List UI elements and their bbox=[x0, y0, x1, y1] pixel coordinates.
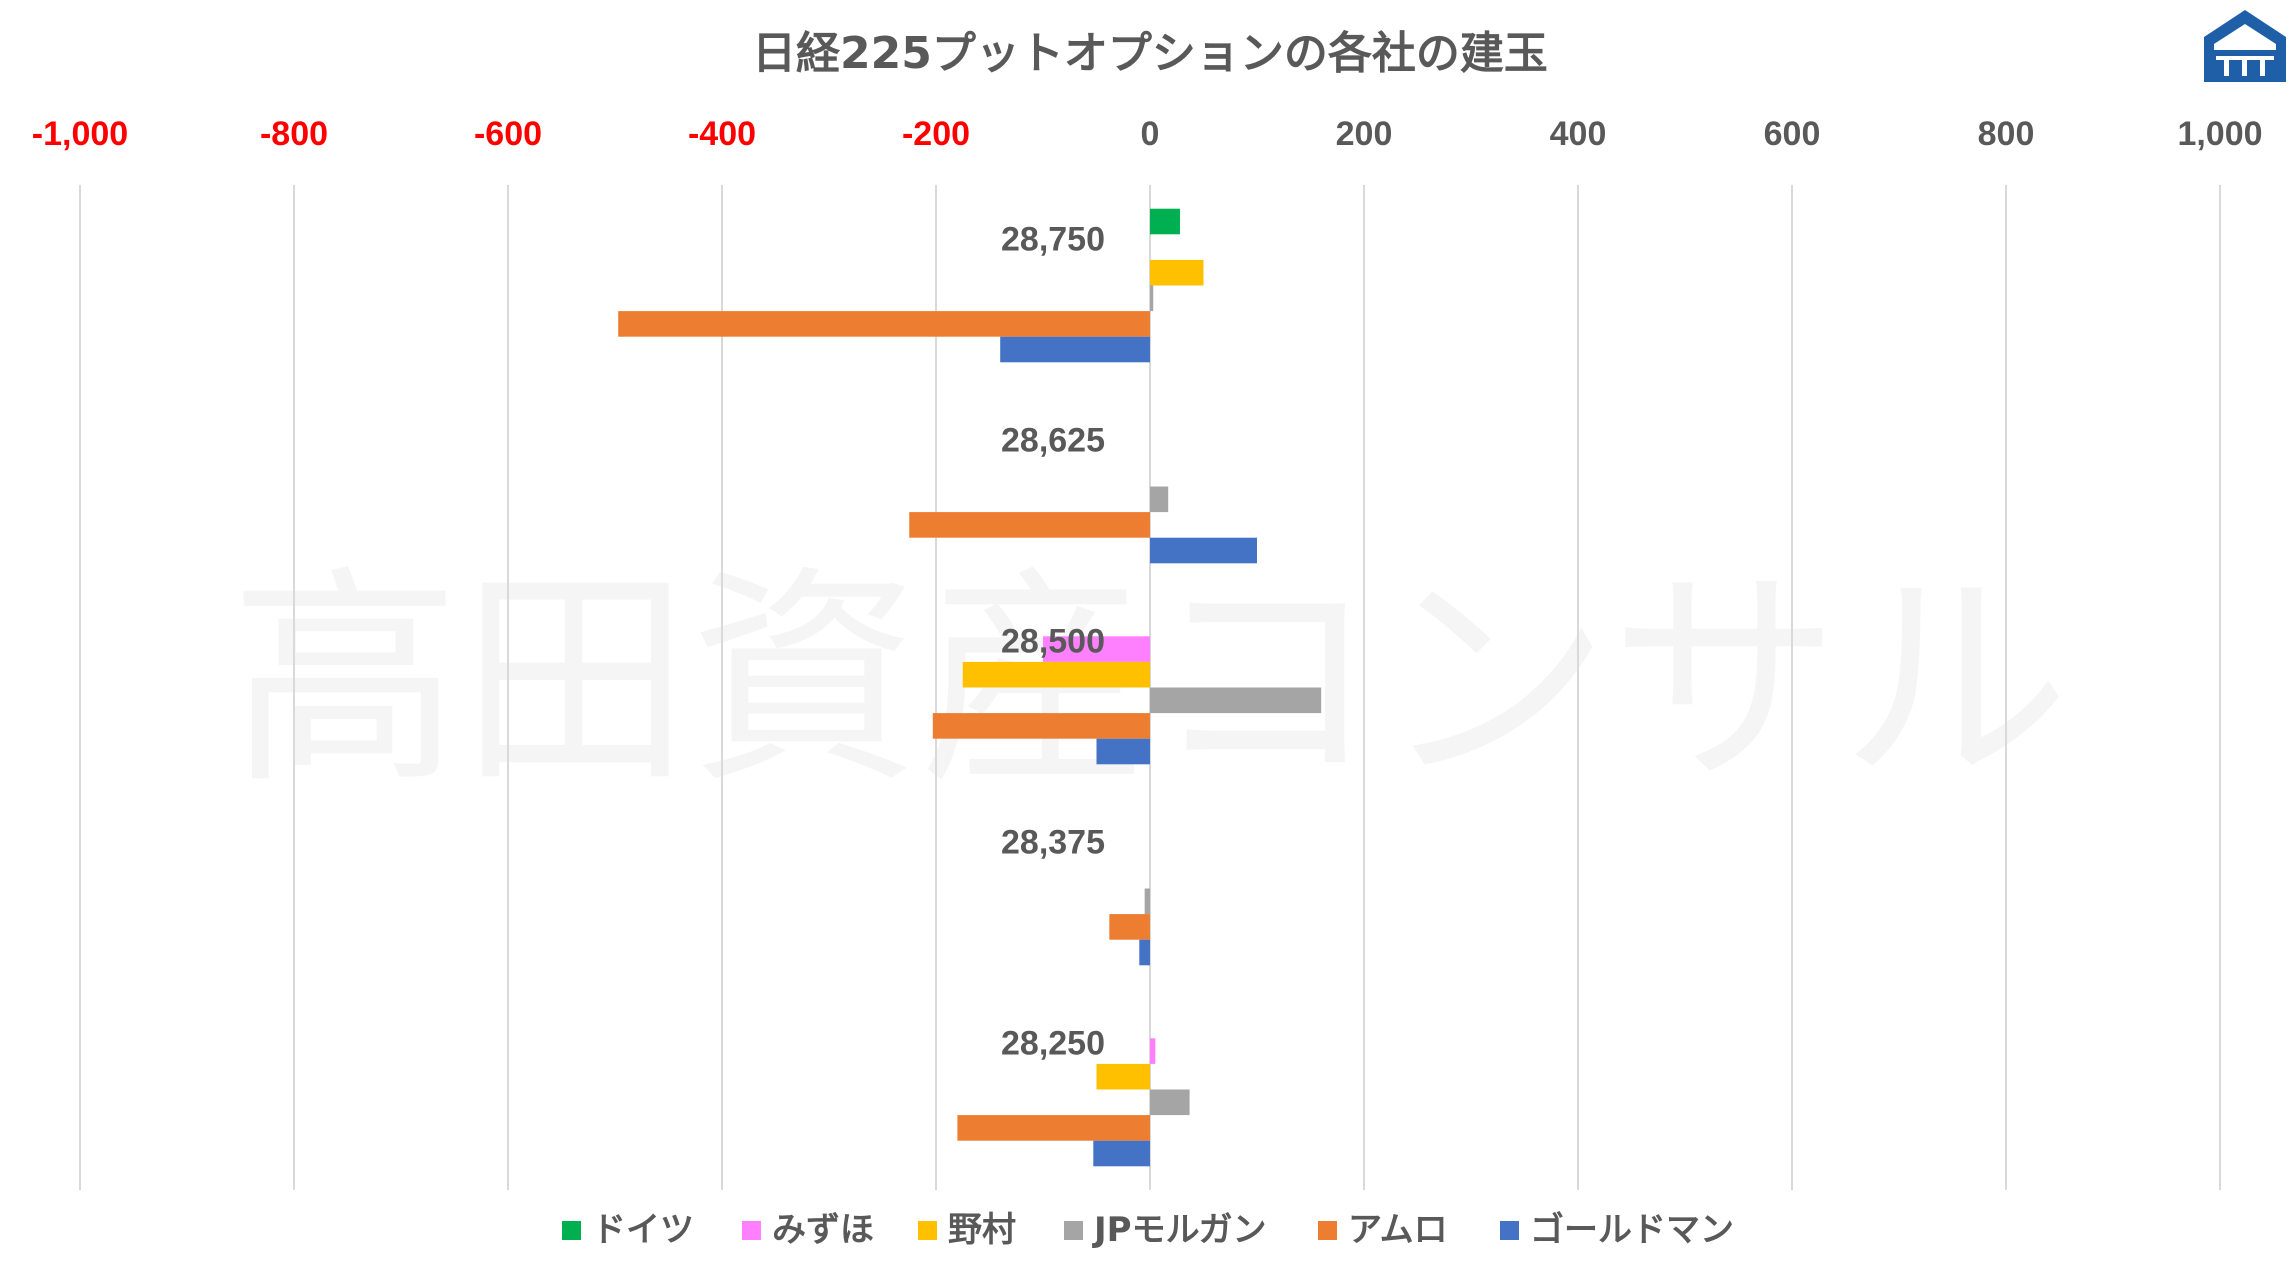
x-tick-label: 1,000 bbox=[2177, 115, 2262, 153]
category-label: 28,500 bbox=[1001, 623, 1105, 661]
legend-item: ドイツ bbox=[562, 1210, 694, 1250]
x-tick-label: -600 bbox=[474, 115, 542, 153]
legend-swatch bbox=[562, 1221, 581, 1240]
bar-0-0 bbox=[1150, 208, 1180, 235]
legend-swatch bbox=[918, 1221, 937, 1240]
x-tick-label: 0 bbox=[1141, 115, 1160, 153]
bar-1-2 bbox=[1043, 636, 1150, 662]
bar-4-4 bbox=[957, 1115, 1150, 1141]
x-tick-label: 200 bbox=[1336, 115, 1393, 153]
legend-label: ドイツ bbox=[592, 1210, 694, 1250]
legend-item: アムロ bbox=[1318, 1210, 1448, 1250]
bar-4-1 bbox=[909, 512, 1150, 538]
category-label: 28,250 bbox=[1001, 1025, 1105, 1063]
x-tick-label: 800 bbox=[1978, 115, 2035, 153]
bar-3-1 bbox=[1150, 486, 1169, 513]
bar-1-4 bbox=[1150, 1038, 1156, 1064]
bar-2-4 bbox=[1096, 1063, 1150, 1090]
x-tick-label: -400 bbox=[688, 115, 756, 153]
bar-5-0 bbox=[1000, 336, 1150, 363]
x-tick-label: 400 bbox=[1550, 115, 1607, 153]
category-label: 28,625 bbox=[1001, 422, 1105, 460]
bar-3-4 bbox=[1150, 1089, 1190, 1116]
bar-3-2 bbox=[1150, 687, 1322, 714]
category-label: 28,750 bbox=[1001, 221, 1105, 259]
legend-label: アムロ bbox=[1348, 1210, 1448, 1250]
bar-3-0 bbox=[1150, 285, 1154, 312]
house-logo-icon bbox=[2204, 10, 2286, 82]
category-label: 28,375 bbox=[1001, 824, 1105, 862]
legend-item: JPモルガン bbox=[1064, 1210, 1267, 1250]
bar-2-0 bbox=[1150, 259, 1204, 286]
bar-5-4 bbox=[1093, 1140, 1150, 1167]
legend-swatch bbox=[1500, 1221, 1519, 1240]
x-tick-label: -800 bbox=[260, 115, 328, 153]
legend-label: JPモルガン bbox=[1092, 1210, 1267, 1250]
x-tick-label: 600 bbox=[1764, 115, 1821, 153]
legend-swatch bbox=[1064, 1221, 1083, 1240]
legend-item: ゴールドマン bbox=[1500, 1210, 1734, 1250]
legend-item: 野村 bbox=[918, 1210, 1016, 1250]
bar-4-3 bbox=[1109, 914, 1150, 940]
legend-swatch bbox=[742, 1221, 761, 1240]
bar-4-0 bbox=[618, 311, 1150, 337]
legend-item: みずほ bbox=[742, 1210, 874, 1250]
bar-3-3 bbox=[1144, 888, 1150, 915]
legend-label: 野村 bbox=[948, 1210, 1016, 1250]
legend-label: ゴールドマン bbox=[1530, 1210, 1734, 1250]
chart-title: 日経225プットオプションの各社の建玉 bbox=[752, 28, 1548, 79]
bar-5-2 bbox=[1096, 738, 1150, 765]
bar-2-2 bbox=[962, 661, 1150, 688]
legend-label: みずほ bbox=[772, 1210, 874, 1250]
bar-4-2 bbox=[932, 713, 1150, 739]
x-tick-label: -200 bbox=[902, 115, 970, 153]
bar-5-1 bbox=[1150, 537, 1257, 564]
x-tick-label: -1,000 bbox=[32, 115, 128, 153]
legend-swatch bbox=[1318, 1221, 1337, 1240]
bar-5-3 bbox=[1139, 939, 1150, 966]
